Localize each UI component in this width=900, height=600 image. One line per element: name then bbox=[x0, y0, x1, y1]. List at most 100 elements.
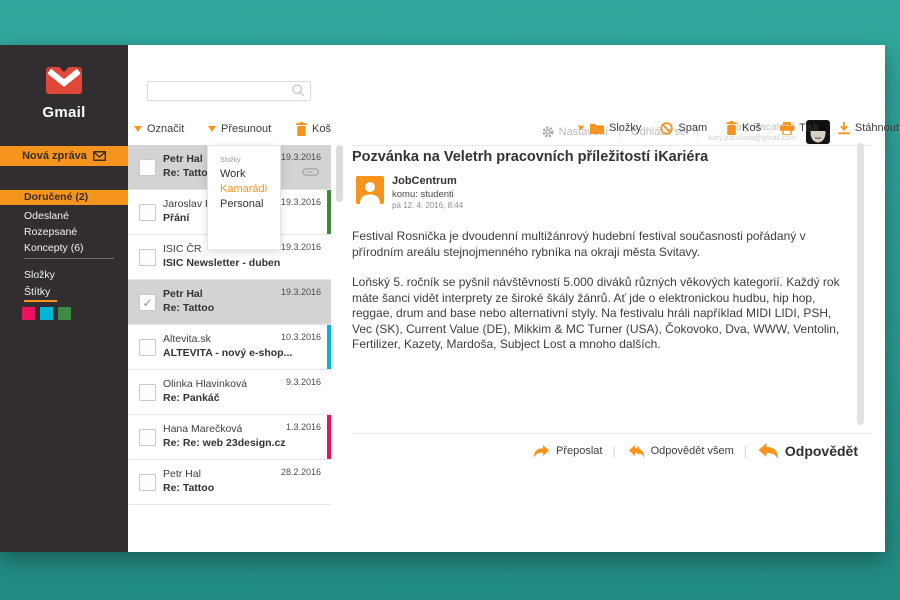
body-paragraph: Festival Rosnička je dvoudenní multižánr… bbox=[352, 229, 806, 259]
sidebar-item-label: Rozepsané bbox=[24, 226, 78, 238]
dropdown-item-kamaradi[interactable]: Kamarádi bbox=[220, 183, 268, 195]
person-icon bbox=[360, 182, 380, 204]
folders-dropdown: Složky Work Kamarádi Personal bbox=[207, 145, 281, 250]
reply-all-icon bbox=[628, 444, 644, 457]
sidebar-item-labels[interactable]: Štítky bbox=[0, 284, 128, 300]
sender-date: pá 12. 4. 2016, 8:44 bbox=[392, 200, 464, 210]
sidebar-item-label: Odeslané bbox=[24, 210, 69, 222]
mark-button[interactable]: Označit bbox=[134, 121, 184, 137]
sender-name: JobCentrum bbox=[392, 175, 457, 187]
footer-separator: | bbox=[612, 444, 616, 458]
download-label: Stáhnout bbox=[854, 122, 899, 134]
label-swatch-green[interactable] bbox=[58, 307, 71, 320]
message-date: 9.3.2016 bbox=[285, 377, 321, 387]
spam-label: Spam bbox=[678, 122, 708, 134]
message-subject: Re: Tattoo bbox=[163, 167, 215, 179]
message-subject: Přání bbox=[163, 212, 190, 224]
reply-icon bbox=[758, 442, 778, 459]
account-name: Katy Pacalová bbox=[728, 121, 796, 134]
list-item[interactable]: ✓ Petr Hal Re: Tattoo 19.3.2016 bbox=[128, 280, 331, 325]
mail-logo-icon bbox=[46, 67, 82, 94]
message-subject-title: Pozvánka na Veletrh pracovních příležito… bbox=[352, 149, 709, 165]
checkbox[interactable] bbox=[139, 474, 156, 491]
download-button[interactable]: Stáhnout bbox=[837, 121, 899, 135]
sidebar-item-unfinished[interactable]: Rozepsané bbox=[0, 224, 128, 240]
sidebar-item-drafts[interactable]: Koncepty (6) bbox=[0, 240, 128, 256]
dropdown-item-personal[interactable]: Personal bbox=[220, 198, 264, 210]
chevron-down-icon bbox=[208, 126, 216, 132]
list-item[interactable]: Olinka Hlavinková Re: Pankáč 9.3.2016 bbox=[128, 370, 331, 415]
message-sender: ISIC ČR bbox=[163, 243, 202, 255]
label-bar bbox=[327, 325, 331, 369]
sidebar-item-sent[interactable]: Odeslané bbox=[0, 208, 128, 224]
reply-all-button[interactable]: Odpovědět všem bbox=[626, 444, 734, 458]
checkbox[interactable] bbox=[139, 384, 156, 401]
logo-label: Gmail bbox=[42, 104, 86, 121]
sidebar-item-folders[interactable]: Složky bbox=[0, 267, 128, 283]
checkbox[interactable]: ✓ bbox=[139, 294, 156, 311]
main-content: Nastavení | Odhlásit se | Katy Pacalová … bbox=[128, 45, 899, 552]
forward-button[interactable]: Přeposlat bbox=[533, 444, 603, 458]
dropdown-item-work[interactable]: Work bbox=[220, 168, 246, 180]
checkbox[interactable] bbox=[139, 429, 156, 446]
checkbox[interactable] bbox=[139, 159, 156, 176]
reply-label: Odpovědět bbox=[784, 443, 858, 459]
spam-button[interactable]: Spam bbox=[660, 121, 708, 135]
forward-label: Přeposlat bbox=[555, 445, 603, 457]
reply-button[interactable]: Odpovědět bbox=[757, 442, 858, 460]
message-date: 19.3.2016 bbox=[280, 242, 321, 252]
reading-pane-scrollbar[interactable] bbox=[857, 143, 864, 425]
message-sender: Petr Hal bbox=[163, 468, 201, 480]
message-toolbar: Složky Spam Koš bbox=[577, 119, 899, 137]
trash-button[interactable]: Koš bbox=[296, 121, 331, 137]
message-subject: Re: Re: web 23design.cz bbox=[163, 437, 286, 449]
message-sender: Petr Hal bbox=[163, 288, 203, 300]
message-date: 1.3.2016 bbox=[285, 422, 321, 432]
sidebar-item-label: Štítky bbox=[24, 286, 51, 298]
message-sender: Hana Marečková bbox=[163, 423, 243, 435]
checkbox[interactable] bbox=[139, 204, 156, 221]
checkbox[interactable] bbox=[139, 339, 156, 356]
label-bar bbox=[327, 190, 331, 234]
message-date: 28.2.2016 bbox=[280, 467, 321, 477]
header-separator: | bbox=[696, 126, 699, 138]
gmail-logo: Gmail bbox=[0, 67, 128, 121]
gear-icon bbox=[542, 126, 554, 138]
label-swatch-pink[interactable] bbox=[22, 307, 35, 320]
label-swatch-cyan[interactable] bbox=[40, 307, 53, 320]
header-separator: | bbox=[618, 126, 622, 138]
message-date: 19.3.2016 bbox=[280, 197, 321, 207]
list-item[interactable]: ISIC ČR ISIC Newsletter - duben 19.3.201… bbox=[128, 235, 331, 280]
move-button[interactable]: Přesunout bbox=[208, 121, 271, 137]
labels-active-underline bbox=[24, 300, 57, 302]
forward-icon bbox=[533, 444, 549, 457]
sidebar-item-label: Složky bbox=[24, 269, 55, 281]
sidebar: Gmail Nová zpráva Doručené (2) Odeslané … bbox=[0, 45, 128, 552]
compose-button[interactable]: Nová zpráva bbox=[0, 146, 128, 166]
search-input[interactable] bbox=[147, 81, 311, 101]
message-subject: Re: Pankáč bbox=[163, 392, 220, 404]
message-date: 19.3.2016 bbox=[280, 287, 321, 297]
print-icon bbox=[780, 121, 795, 135]
avatar[interactable] bbox=[806, 120, 830, 144]
folders-button[interactable]: Složky bbox=[577, 122, 641, 134]
list-scrollbar[interactable] bbox=[336, 145, 343, 202]
trash-label: Koš bbox=[742, 122, 762, 134]
list-item[interactable]: Petr Hal Re: Tattoo 28.2.2016 bbox=[128, 460, 331, 505]
trash-label: Koš bbox=[312, 123, 331, 135]
sender-avatar bbox=[356, 176, 384, 204]
mark-label: Označit bbox=[147, 123, 185, 135]
print-button[interactable]: Tisk bbox=[780, 121, 819, 135]
trash-message-button[interactable]: Koš bbox=[726, 121, 761, 135]
message-subject: Re: Tattoo bbox=[163, 482, 215, 494]
message-sender: Olinka Hlavinková bbox=[163, 378, 248, 390]
message-actions: Přeposlat | Odpovědět všem | Odpovědět bbox=[533, 439, 858, 463]
message-body: Festival Rosnička je dvoudenní multižánr… bbox=[352, 229, 852, 368]
search-icon bbox=[292, 84, 305, 97]
sidebar-item-inbox[interactable]: Doručené (2) bbox=[0, 190, 128, 205]
list-item[interactable]: Hana Marečková Re: Re: web 23design.cz 1… bbox=[128, 415, 331, 460]
checkbox[interactable] bbox=[139, 249, 156, 266]
list-item[interactable]: Altevita.sk ALTEVITA - nový e-shop... 10… bbox=[128, 325, 331, 370]
account-info[interactable]: Katy Pacalová katy.pacalova@gmail.com bbox=[709, 122, 796, 142]
